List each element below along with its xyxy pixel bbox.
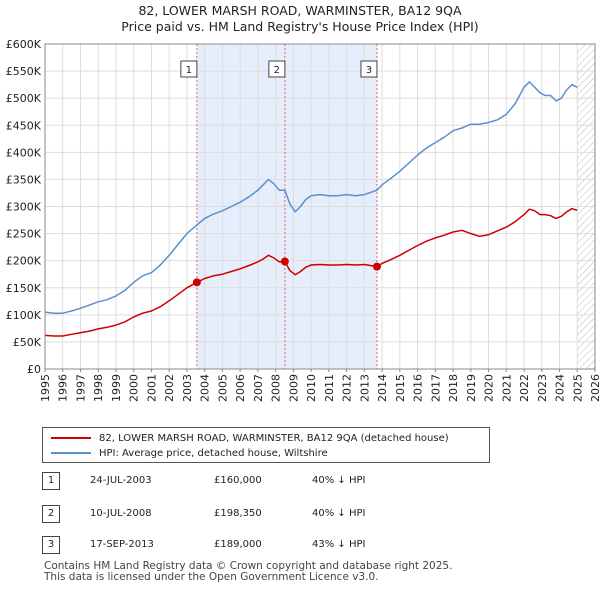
x-tick-label: 2022: [518, 374, 531, 402]
y-tick-label: £250K: [6, 228, 42, 241]
x-tick-label: 1998: [92, 374, 105, 402]
y-tick-label: £150K: [6, 282, 42, 295]
x-tick-label: 1997: [74, 374, 87, 402]
x-tick-label: 1999: [110, 374, 123, 402]
y-tick-label: £0: [27, 363, 41, 376]
legend: 82, LOWER MARSH ROAD, WARMINSTER, BA12 9…: [42, 427, 490, 463]
x-tick-label: 1995: [39, 374, 52, 402]
y-tick-label: £200K: [6, 255, 42, 268]
y-tick-label: £50K: [13, 336, 42, 349]
sale-label-box: [180, 60, 198, 78]
y-tick-label: £600K: [6, 38, 42, 51]
hpi-series-line: [44, 81, 578, 314]
sale-hpi-diff: 43% ↓ HPI: [312, 539, 366, 550]
x-tick-label: 2009: [287, 374, 300, 402]
price-chart: 1 2 3 £0 £50K £100K £150K £200K £250K £300K £350K £…: [6, 38, 600, 402]
sale-price: £160,000: [214, 475, 262, 486]
plot-border: [44, 43, 596, 370]
x-tick-label: 2020: [483, 374, 496, 402]
sale-label-text: 1: [186, 65, 192, 76]
x-tick-label: 2011: [323, 374, 336, 402]
sale-number-badge: 1: [42, 472, 60, 490]
x-tick-label: 2004: [199, 374, 212, 402]
x-tick-label: 2017: [429, 374, 442, 402]
sale-row: 1 24-JUL-2003 £160,000 40% ↓ HPI: [42, 472, 582, 490]
legend-line-hpi: [51, 452, 91, 454]
x-tick-label: 2012: [341, 374, 354, 402]
x-tick-label: 2018: [447, 374, 460, 402]
title-line-2: Price paid vs. HM Land Registry's House …: [121, 19, 479, 34]
sale-date: 24-JUL-2003: [90, 475, 152, 486]
y-tick-label: £350K: [6, 173, 42, 186]
x-tick-label: 2014: [376, 374, 389, 402]
sale-number-badge: 3: [42, 536, 60, 554]
x-tick-label: 2003: [181, 374, 194, 402]
y-tick-label: £300K: [6, 201, 42, 214]
sale-point-marker: [372, 262, 381, 271]
sale-point-marker: [192, 278, 201, 287]
x-tick-label: 2000: [128, 374, 141, 402]
y-tick-label: £500K: [6, 92, 42, 105]
legend-line-property: [51, 437, 91, 439]
x-tick-label: 2021: [500, 374, 513, 402]
sale-row: 3 17-SEP-2013 £189,000 43% ↓ HPI: [42, 536, 582, 554]
y-tick-label: £550K: [6, 65, 42, 78]
x-tick-label: 2025: [571, 374, 584, 402]
x-tick-label: 2006: [234, 374, 247, 402]
x-tick-label: 2001: [145, 374, 158, 402]
sale-price: £189,000: [214, 539, 262, 550]
legend-item-property: 82, LOWER MARSH ROAD, WARMINSTER, BA12 9…: [51, 431, 449, 445]
x-tick-label: 2019: [465, 374, 478, 402]
legend-item-hpi: HPI: Average price, detached house, Wilt…: [51, 446, 328, 460]
sale-label-box: [268, 60, 286, 78]
property-series-line: [44, 207, 578, 337]
x-tick-label: 1996: [57, 374, 70, 402]
x-tick-label: 2008: [270, 374, 283, 402]
footer-copyright: Contains HM Land Registry data © Crown c…: [44, 560, 453, 572]
y-tick-label: £400K: [6, 146, 42, 159]
sale-row: 2 10-JUL-2008 £198,350 40% ↓ HPI: [42, 505, 582, 523]
sale-label-box: [360, 60, 378, 78]
sale-date: 17-SEP-2013: [90, 539, 154, 550]
x-tick-label: 2026: [589, 374, 600, 402]
y-tick-label: £100K: [6, 309, 42, 322]
x-tick-label: 2010: [305, 374, 318, 402]
x-tick-label: 2023: [536, 374, 549, 402]
x-tick-label: 2024: [554, 374, 567, 402]
y-tick-label: £450K: [6, 119, 42, 132]
sale-hpi-diff: 40% ↓ HPI: [312, 508, 366, 519]
x-tick-label: 2013: [358, 374, 371, 402]
legend-label-hpi: HPI: Average price, detached house, Wilt…: [99, 447, 328, 459]
legend-label-property: 82, LOWER MARSH ROAD, WARMINSTER, BA12 9…: [99, 432, 449, 444]
sale-label-text: 2: [274, 65, 280, 76]
sale-point-marker: [280, 257, 289, 266]
sale-price: £198,350: [214, 508, 262, 519]
x-tick-label: 2007: [252, 374, 265, 402]
footer-licence: This data is licensed under the Open Gov…: [44, 571, 379, 583]
sale-date: 10-JUL-2008: [90, 508, 152, 519]
sale-number-badge: 2: [42, 505, 60, 523]
title-line-1: 82, LOWER MARSH ROAD, WARMINSTER, BA12 9…: [138, 3, 462, 18]
x-tick-label: 2002: [163, 374, 176, 402]
x-tick-label: 2016: [412, 374, 425, 402]
x-tick-label: 2005: [216, 374, 229, 402]
footer: Contains HM Land Registry data © Crown c…: [44, 561, 452, 583]
sale-hpi-diff: 40% ↓ HPI: [312, 475, 366, 486]
sale-label-text: 3: [366, 65, 372, 76]
x-tick-label: 2015: [394, 374, 407, 402]
